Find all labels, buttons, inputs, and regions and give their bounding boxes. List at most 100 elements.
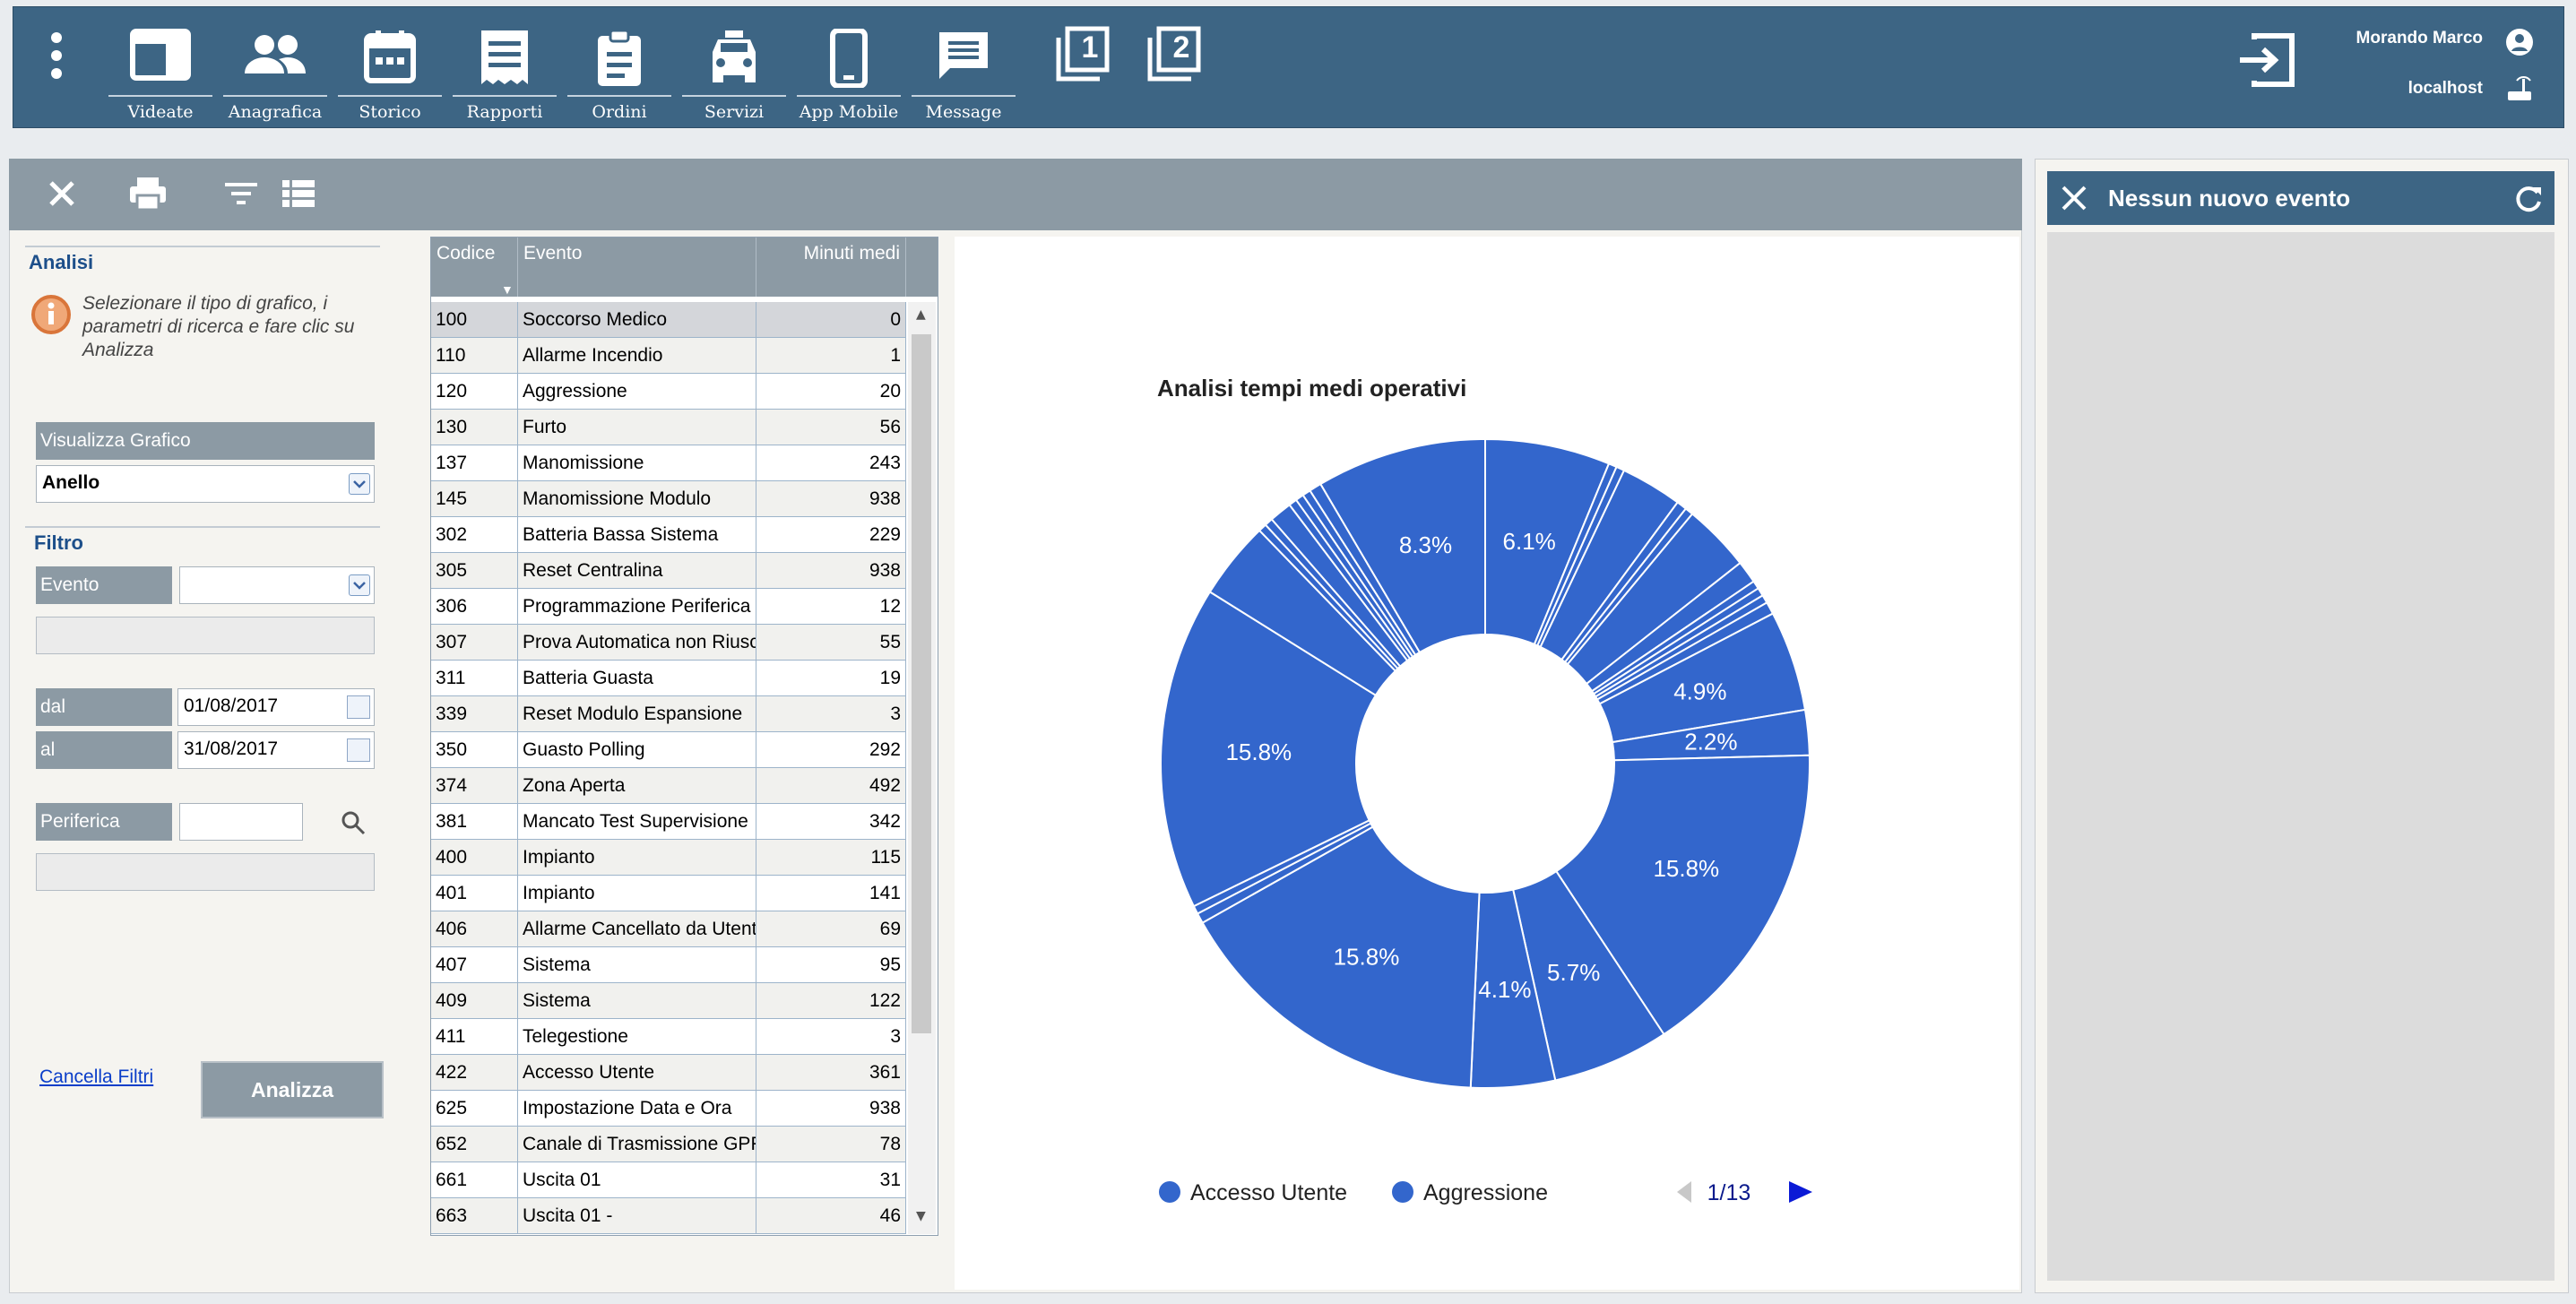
vertical-scrollbar[interactable]: ▲ ▼ [908,302,936,1234]
table-row[interactable]: 407 Sistema 95 [431,947,906,983]
nav-anagrafica[interactable]: Anagrafica [220,16,331,124]
host-name: localhost [2407,79,2483,98]
table-row[interactable]: 110 Allarme Incendio 1 [431,338,906,374]
kebab-menu-icon[interactable] [49,30,64,84]
table-row[interactable]: 661 Uscita 01 31 [431,1162,906,1198]
table-row[interactable]: 145 Manomissione Modulo 938 [431,481,906,517]
nav-servizi[interactable]: Servizi [679,16,790,124]
slice-label: 15.8% [1225,738,1292,765]
table-row[interactable]: 305 Reset Centralina 938 [431,553,906,589]
device-label: Periferica [36,803,172,841]
table-row[interactable]: 120 Aggressione 20 [431,374,906,410]
cell-code: 625 [431,1091,518,1127]
table-row[interactable]: 409 Sistema 122 [431,983,906,1019]
donut-slice[interactable] [1201,825,1481,1089]
close-button[interactable] [39,171,84,216]
table-row[interactable]: 406 Allarme Cancellato da Utente 69 [431,911,906,947]
table-row[interactable]: 130 Furto 56 [431,410,906,445]
table-row[interactable]: 625 Impostazione Data e Ora 938 [431,1091,906,1127]
nav-label: Storico [359,102,421,122]
analyze-button-label: Analizza [250,1077,334,1101]
cell-event: Zona Aperta [518,768,756,804]
table-row[interactable]: 401 Impianto 141 [431,876,906,911]
chart-type-select[interactable]: Anello [36,465,375,503]
chart-title: Analisi tempi medi operativi [1157,375,1466,402]
calendar-picker-icon[interactable] [347,695,370,719]
table-row[interactable]: 100 Soccorso Medico 0 [431,302,906,338]
table-row[interactable]: 311 Batteria Guasta 19 [431,661,906,696]
cell-event: Aggressione [518,374,756,410]
table-row[interactable]: 381 Mancato Test Supervisione 342 [431,804,906,840]
column-header-code[interactable]: Codice ▼ [431,237,518,297]
calendar-picker-icon[interactable] [347,738,370,762]
table-row[interactable]: 307 Prova Automatica non Riuscita 55 [431,625,906,661]
filter-button[interactable] [219,171,264,216]
table-row[interactable]: 422 Accesso Utente 361 [431,1055,906,1091]
top-navigation-bar: Videate Anagrafica Storico Rapporti Ordi… [13,6,2564,128]
legend-item-2[interactable]: Aggressione [1423,1180,1548,1205]
donut-slice[interactable] [1554,754,1811,1036]
table-row[interactable]: 374 Zona Aperta 492 [431,768,906,804]
list-view-button[interactable] [276,171,321,216]
nav-storico[interactable]: Storico [334,16,445,124]
events-table: Codice ▼ Evento Minuti medi 100 Soccorso … [430,237,938,1236]
cell-code: 409 [431,983,518,1019]
table-row[interactable]: 306 Programmazione Periferica 12 [431,589,906,625]
cell-minutes: 3 [756,1019,906,1055]
main-toolbar [9,159,2022,230]
cell-code: 110 [431,338,518,374]
legend-item-1[interactable]: Accesso Utente [1190,1180,1347,1205]
cell-event: Impianto [518,876,756,911]
to-date-input[interactable]: 31/08/2017 [177,731,375,769]
column-header-minutes[interactable]: Minuti medi [756,237,906,297]
events-list [2047,232,2554,1281]
scroll-up-arrow-icon[interactable]: ▲ [916,307,926,322]
nav-videate[interactable]: Videate [105,16,216,124]
refresh-icon[interactable] [2513,184,2544,214]
column-header-event[interactable]: Evento [518,237,756,297]
user-account-icon[interactable] [2504,27,2535,57]
legend-prev-arrow-icon[interactable] [1677,1181,1691,1203]
print-button[interactable] [125,171,170,216]
nav-ordini[interactable]: Ordini [564,16,675,124]
table-row[interactable]: 302 Batteria Bassa Sistema 229 [431,517,906,553]
table-row[interactable]: 137 Manomissione 243 [431,445,906,481]
legend-next-arrow-icon[interactable] [1789,1181,1812,1203]
table-row[interactable]: 400 Impianto 115 [431,840,906,876]
table-row[interactable]: 350 Guasto Polling 292 [431,732,906,768]
cell-event: Programmazione Periferica [518,589,756,625]
nav-rapporti[interactable]: Rapporti [449,16,560,124]
scroll-down-arrow-icon[interactable]: ▼ [916,1209,926,1223]
cell-minutes: 229 [756,517,906,553]
window-one-button[interactable]: 1 [1053,25,1112,84]
from-date-input[interactable]: 01/08/2017 [177,688,375,726]
table-row[interactable]: 663 Uscita 01 -46 [431,1198,906,1234]
donut-chart[interactable]: Analisi tempi medi operativi 6.1% 4.9% 2.2… [955,237,2019,1290]
table-row[interactable]: 652 Canale di Trasmissione GPRS 78 [431,1127,906,1162]
chevron-down-icon[interactable] [349,473,370,495]
window-two-button[interactable]: 2 [1145,25,1204,84]
nav-message[interactable]: Message [908,16,1019,124]
logout-icon[interactable] [2236,30,2301,90]
events-close-icon[interactable] [2060,184,2088,212]
filter-icon [225,183,257,204]
nav-app-mobile[interactable]: App Mobile [793,16,904,124]
device-input[interactable] [179,803,303,841]
slice-label: 4.1% [1478,976,1531,1003]
scrollbar-thumb[interactable] [912,334,931,1033]
donut-slice[interactable] [1160,591,1378,908]
donut-slice[interactable] [1318,437,1486,654]
cell-minutes: 361 [756,1055,906,1091]
cell-event: Soccorso Medico [518,302,756,338]
analyze-button[interactable]: Analizza [201,1061,384,1118]
chart-area: Analisi tempi medi operativi 6.1% 4.9% 2.2… [955,237,2019,1290]
clear-filters-link[interactable]: Cancella Filtri [39,1067,154,1087]
table-row[interactable]: 411 Telegestione 3 [431,1019,906,1055]
table-row[interactable]: 339 Reset Modulo Espansione 3 [431,696,906,732]
nav-label: Videate [127,102,194,122]
event-select[interactable] [179,566,375,604]
cell-event: Allarme Cancellato da Utente [518,911,756,947]
clipboard-icon [598,29,641,86]
chevron-down-icon[interactable] [349,574,370,596]
search-icon[interactable] [341,810,366,835]
